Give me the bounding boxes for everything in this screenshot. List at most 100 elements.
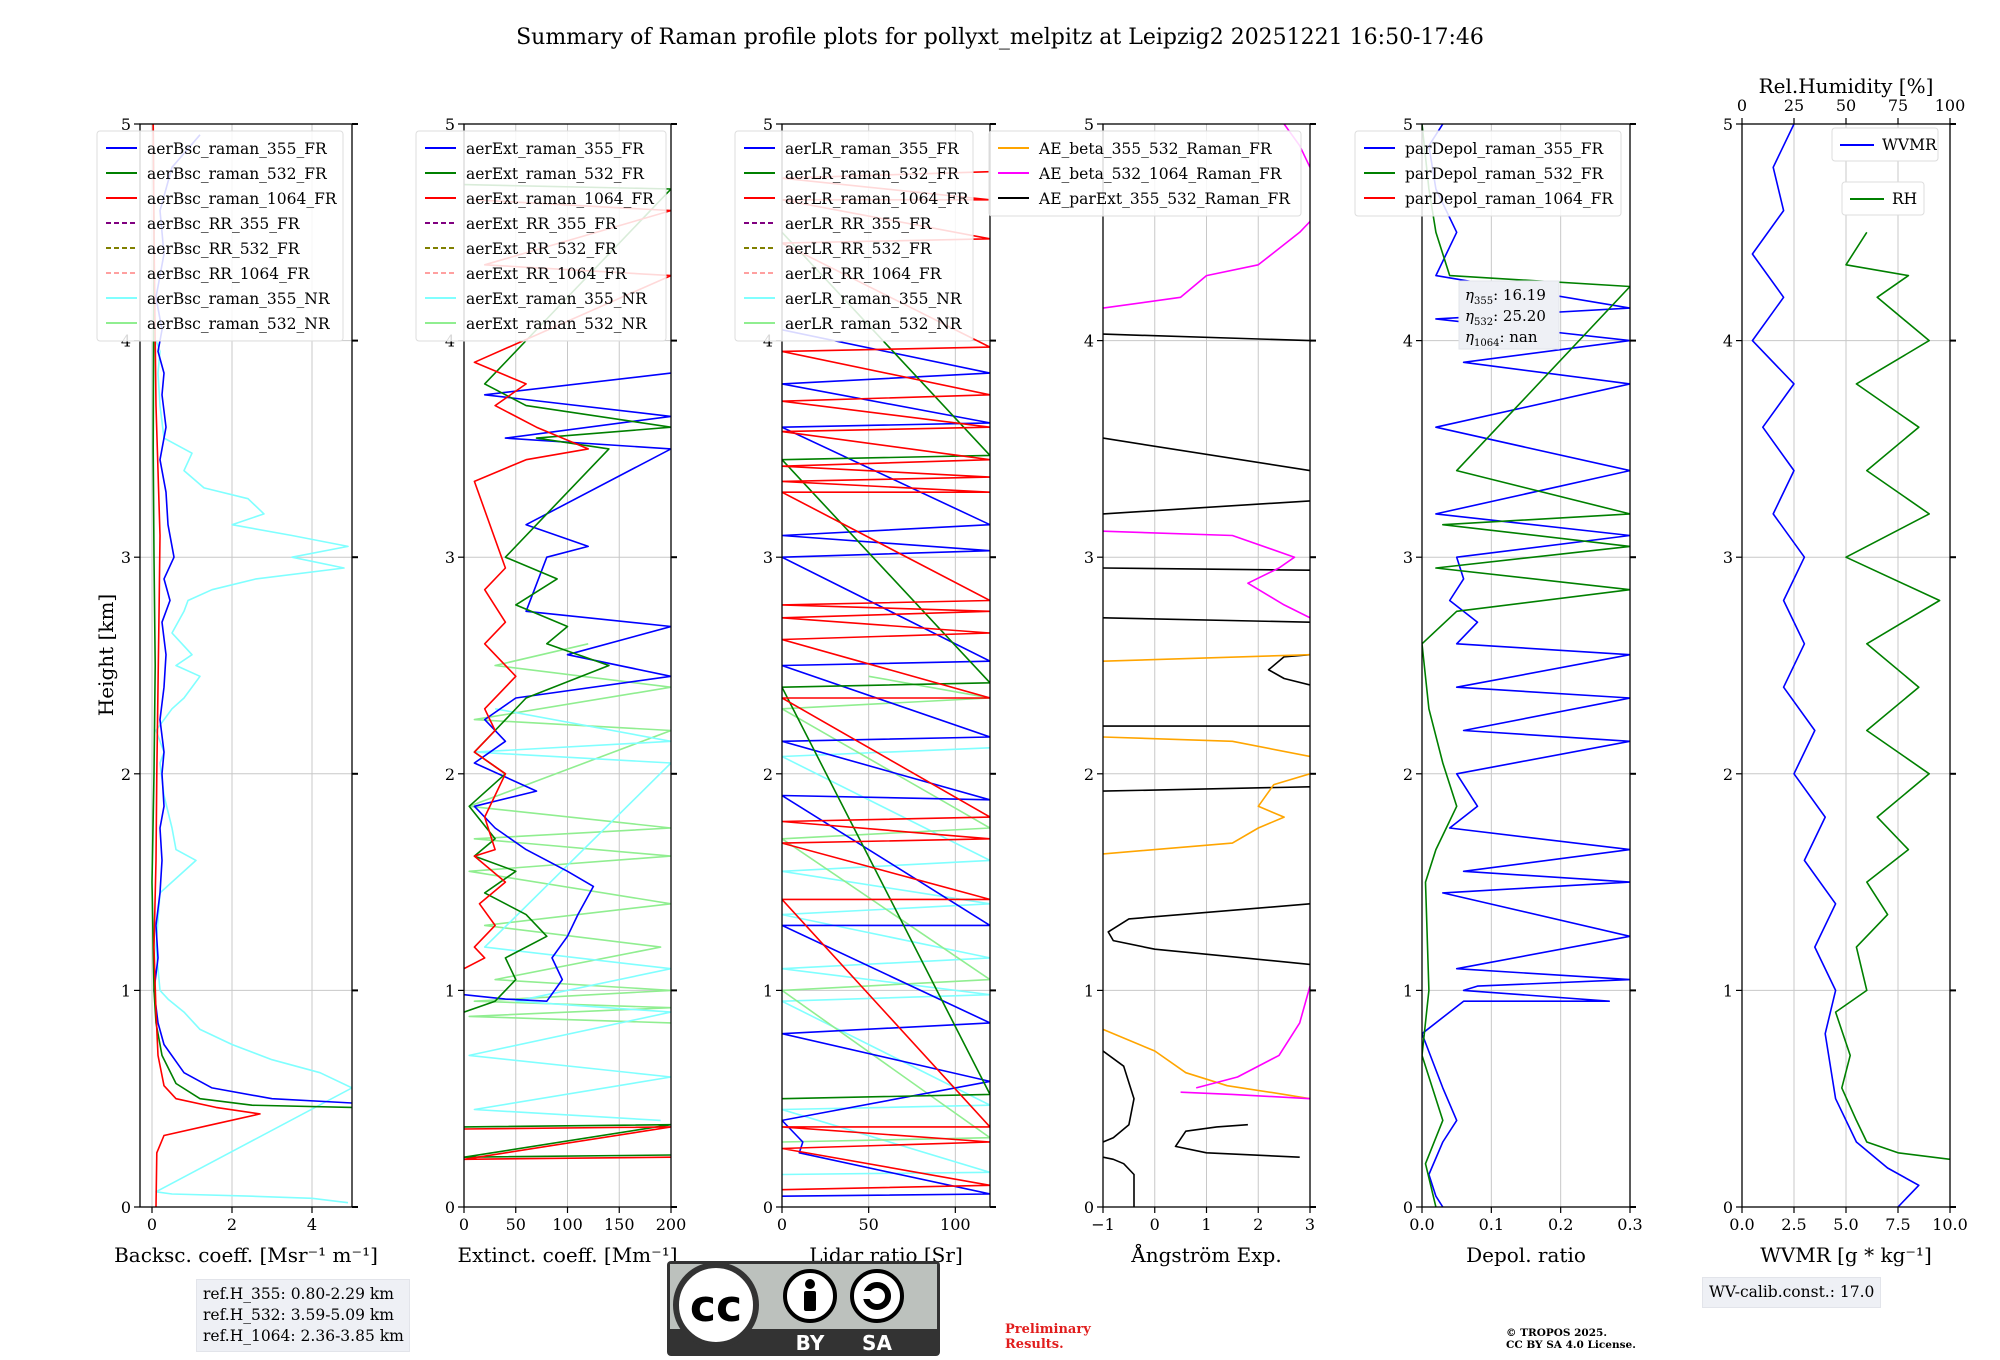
series-line: [464, 1123, 671, 1158]
series-line: [464, 372, 671, 1003]
legend-label: RH: [1892, 190, 1917, 208]
legend-label: aerLR_raman_532_FR: [785, 165, 960, 183]
legend-label: parDepol_raman_1064_FR: [1405, 190, 1614, 208]
copyright-line-2: CC BY SA 4.0 License.: [1506, 1339, 1636, 1351]
share-alike-icon: [850, 1269, 904, 1323]
x-tick-label: −1: [1091, 1215, 1115, 1234]
y-tick-label: 3: [1403, 548, 1413, 567]
y-tick-label: 2: [763, 765, 773, 784]
series-line: [1103, 773, 1310, 855]
legend-label: parDepol_raman_532_FR: [1405, 165, 1605, 183]
series-line: [1422, 124, 1630, 1207]
series-group: [782, 170, 990, 1197]
x-tick-label: 0: [1150, 1215, 1160, 1234]
y-tick-label: 3: [445, 548, 455, 567]
top-tick-label: 0: [1737, 96, 1747, 115]
series-line: [1180, 1091, 1310, 1100]
y-tick-label: 0: [1403, 1198, 1413, 1217]
figure-title: Summary of Raman profile plots for polly…: [516, 25, 1484, 50]
ref-height-1064: ref.H_1064: 2.36-3.85 km: [203, 1327, 404, 1345]
plot-frame: [1421, 123, 1631, 1208]
series-line: [1751, 124, 1920, 1207]
series-line: [464, 1126, 671, 1161]
series-line: [151, 124, 352, 1109]
x-axis-label: Ångström Exp.: [1130, 1242, 1281, 1267]
x-tick-label: 50: [506, 1215, 526, 1234]
legend-label: aerExt_RR_1064_FR: [466, 265, 628, 283]
person-icon: [783, 1269, 837, 1323]
series-group: [151, 124, 352, 1207]
series-line: [1103, 500, 1310, 515]
ref-height-355: ref.H_355: 0.80-2.29 km: [203, 1285, 394, 1303]
y-tick-label: 0: [445, 1198, 455, 1217]
plot-frame: [781, 123, 991, 1208]
series-line: [1103, 736, 1310, 758]
x-tick-label: 7.5: [1885, 1215, 1910, 1234]
y-tick-label: 0: [1084, 1198, 1094, 1217]
legend-label: WVMR: [1882, 136, 1938, 154]
legend: AE_beta_355_532_Raman_FR AE_beta_532_1064…: [988, 130, 1302, 217]
series-line: [1103, 786, 1310, 792]
legend-label: aerBsc_raman_355_NR: [147, 290, 331, 308]
x-tick-label: 0.0: [1409, 1215, 1434, 1234]
depol-annotation-box: [1458, 280, 1560, 350]
y-tick-label: 0: [1723, 1198, 1733, 1217]
legend-label: aerLR_raman_355_FR: [785, 140, 960, 158]
eta-symbol: η: [1465, 307, 1474, 325]
legend-label: aerExt_raman_532_NR: [466, 315, 648, 333]
x-tick-label: 10.0: [1932, 1215, 1968, 1234]
depol-annotation-line: η532: 25.20: [1465, 307, 1546, 328]
panel-wv: 0.0 2.5 5.0 7.5 10.0 0 1 2 3 4 5 WVMR [g * kg⁻¹] 0 25…: [1723, 74, 1968, 1267]
series-line: [1422, 124, 1630, 1207]
legend-label: aerExt_RR_532_FR: [466, 240, 618, 258]
plot-frame: [139, 123, 353, 1208]
top-tick-label: 25: [1784, 96, 1804, 115]
series-line: [155, 340, 352, 1204]
copyright-note: © TROPOS 2025. CC BY SA 4.0 License.: [1506, 1327, 1636, 1351]
x-tick-label: 0: [147, 1215, 157, 1234]
legend-label: aerExt_raman_532_FR: [466, 165, 645, 183]
y-tick-label: 5: [763, 115, 773, 134]
legend: aerBsc_raman_355_FR aerBsc_raman_532_FRae…: [96, 130, 344, 342]
x-tick-label: 2.5: [1781, 1215, 1806, 1234]
series-group: [1751, 124, 1950, 1207]
panel-depol: 0.0 0.1 0.2 0.3 0 1 2 3 4 5 Depol. ratio parDepol_r…: [1354, 115, 1643, 1267]
legend-label: aerBsc_raman_1064_FR: [147, 190, 338, 208]
cc-label: cc: [690, 1281, 742, 1332]
y-tick-label: 3: [121, 548, 131, 567]
legend-box: [988, 130, 1302, 217]
ref-height-532: ref.H_532: 3.59-5.09 km: [203, 1306, 394, 1324]
x-tick-label: 0.2: [1548, 1215, 1573, 1234]
series-line: [782, 170, 990, 1191]
eta-subscript: 532: [1474, 317, 1493, 328]
x-tick-label: 0.1: [1479, 1215, 1504, 1234]
y-tick-label: 5: [445, 115, 455, 134]
legend-label: aerLR_raman_532_NR: [785, 315, 963, 333]
series-line: [782, 747, 990, 1176]
x-tick-label: 2: [1253, 1215, 1263, 1234]
sa-label: SA: [862, 1331, 892, 1355]
legend-label: AE_beta_532_1064_Raman_FR: [1038, 165, 1283, 183]
y-tick-label: 1: [1084, 981, 1094, 1000]
legend-label: aerLR_RR_1064_FR: [785, 265, 943, 283]
series-line: [1103, 333, 1310, 342]
y-tick-label: 1: [763, 981, 773, 1000]
series-line: [1103, 1050, 1135, 1143]
reference-heights-box: ref.H_355: 0.80-2.29 km ref.H_532: 3.59-…: [196, 1279, 410, 1352]
legend: WVMR RH: [1831, 127, 1939, 216]
y-tick-label: 4: [1723, 332, 1733, 351]
legend-label: aerLR_raman_1064_FR: [785, 190, 970, 208]
x-tick-label: 100: [940, 1215, 971, 1234]
y-tick-label: 2: [445, 765, 455, 784]
series-line: [1107, 903, 1310, 966]
series-group: [1422, 124, 1630, 1207]
legend-label: aerExt_raman_1064_FR: [466, 190, 655, 208]
series-line: [1267, 653, 1310, 686]
series-group: [464, 183, 671, 1161]
legend: parDepol_raman_355_FR parDepol_raman_532_…: [1354, 130, 1622, 217]
y-tick-label: 2: [1723, 765, 1733, 784]
top-tick-label: 50: [1836, 96, 1856, 115]
y-tick-label: 3: [763, 548, 773, 567]
y-tick-label: 2: [1084, 765, 1094, 784]
x-tick-label: 5.0: [1833, 1215, 1858, 1234]
